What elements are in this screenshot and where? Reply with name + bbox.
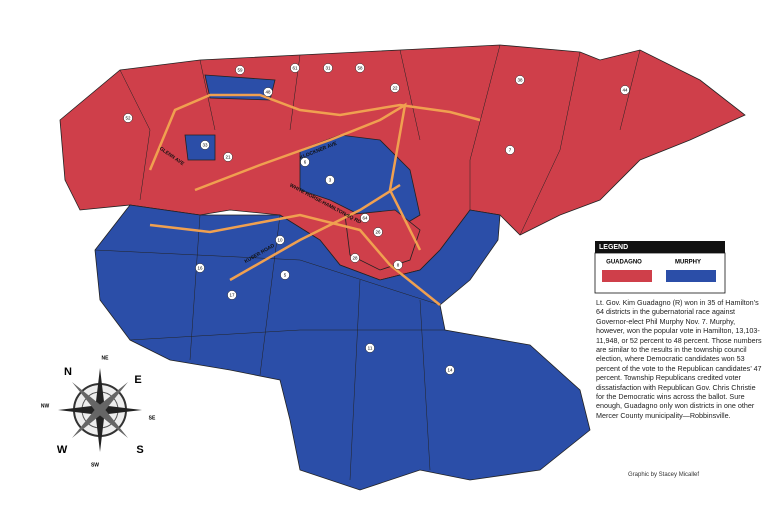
district-label: 6 bbox=[304, 160, 307, 165]
credit: Graphic by Stacey Micallef bbox=[628, 472, 700, 478]
district-marker bbox=[235, 65, 245, 75]
district-marker bbox=[390, 83, 400, 93]
district-marker bbox=[620, 85, 630, 95]
district-marker bbox=[223, 152, 233, 162]
road bbox=[148, 93, 481, 171]
district-marker bbox=[227, 290, 237, 300]
district-label: 48 bbox=[265, 90, 271, 95]
district-marker bbox=[355, 63, 365, 73]
district-marker bbox=[280, 270, 290, 280]
district-marker bbox=[263, 87, 273, 97]
map-regions bbox=[59, 44, 746, 491]
legend-label: GUADAGNO bbox=[606, 260, 642, 266]
legend-label: MURPHY bbox=[675, 260, 701, 266]
district-label: 31 bbox=[325, 66, 331, 71]
district-marker bbox=[300, 157, 310, 167]
district-marker bbox=[360, 213, 370, 223]
guadagno-region bbox=[344, 209, 421, 271]
description: Lt. Gov. Kim Guadagno (R) won in 35 of H… bbox=[596, 298, 762, 420]
district-label: 21 bbox=[225, 155, 231, 160]
compass-letter: NW bbox=[41, 403, 50, 409]
district-label: 8 bbox=[397, 263, 400, 268]
district-marker bbox=[350, 253, 360, 263]
district-label: 3 bbox=[329, 178, 332, 183]
district-label: 26 bbox=[375, 230, 381, 235]
district-label: 44 bbox=[622, 88, 628, 93]
legend-swatch bbox=[666, 270, 716, 282]
compass-letter: NE bbox=[102, 355, 110, 361]
roads bbox=[148, 93, 481, 306]
district-marker bbox=[195, 263, 205, 273]
district-marker bbox=[505, 145, 515, 155]
district-label: 17 bbox=[229, 293, 235, 298]
district-label: 61 bbox=[292, 66, 298, 71]
district-label: 59 bbox=[237, 68, 243, 73]
district-label: 33 bbox=[202, 143, 208, 148]
district-marker bbox=[515, 75, 525, 85]
district-marker bbox=[325, 175, 335, 185]
district-label: 7 bbox=[509, 148, 512, 153]
district-marker bbox=[373, 227, 383, 237]
district-label: 52 bbox=[125, 116, 131, 121]
district-marker bbox=[200, 140, 210, 150]
district-label: 22 bbox=[392, 86, 398, 91]
district-marker bbox=[445, 365, 455, 375]
district-label: 38 bbox=[517, 78, 523, 83]
district-marker bbox=[275, 235, 285, 245]
compass-letter: E bbox=[134, 374, 141, 386]
murphy-region bbox=[94, 204, 591, 491]
district-label: 58 bbox=[357, 66, 363, 71]
compass-letter: S bbox=[136, 444, 143, 456]
district-label: 10 bbox=[277, 238, 283, 243]
district-marker bbox=[323, 63, 333, 73]
district-marker bbox=[290, 63, 300, 73]
legend-header bbox=[595, 241, 725, 253]
district-marker bbox=[393, 260, 403, 270]
district-marker bbox=[365, 343, 375, 353]
district-labels: 59 61 31 58 22 48 52 7 33 21 8 26 6 10 16 5 14 17 3 11 64 38 4… bbox=[123, 63, 630, 375]
district-label: 28 bbox=[352, 256, 358, 261]
compass-letter: N bbox=[64, 366, 72, 378]
compass-letter: W bbox=[57, 444, 68, 456]
legend: LEGEND GUADAGNO MURPHY bbox=[594, 241, 726, 294]
district-label: 14 bbox=[447, 368, 453, 373]
district-label: 5 bbox=[284, 273, 287, 278]
legend-swatch bbox=[602, 270, 652, 282]
compass-star bbox=[72, 382, 128, 438]
compass-letter: SE bbox=[149, 415, 156, 421]
district-marker bbox=[123, 113, 133, 123]
district-label: 64 bbox=[362, 216, 368, 221]
road bbox=[229, 183, 401, 282]
road bbox=[149, 213, 441, 306]
murphy-region bbox=[184, 134, 216, 161]
district-label: 16 bbox=[197, 266, 203, 271]
compass-letter: SW bbox=[91, 462, 99, 468]
legend-title: LEGEND bbox=[599, 244, 628, 251]
district-label: 11 bbox=[368, 346, 373, 351]
